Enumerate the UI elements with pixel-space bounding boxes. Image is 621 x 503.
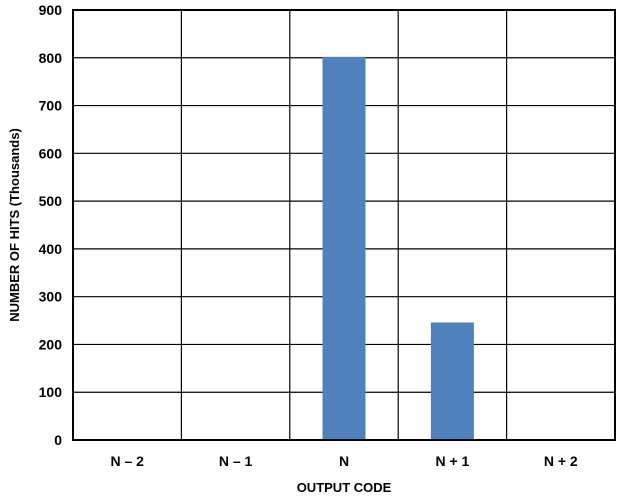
plot-area-frame [72, 9, 616, 441]
x-tick-labels: N – 2 N – 1 N N + 1 N + 2 [110, 453, 577, 469]
y-tick-label: 100 [39, 384, 63, 400]
y-tick-label: 300 [39, 289, 63, 305]
bars [322, 56, 474, 440]
x-tick-label: N [339, 453, 349, 469]
y-tick-label: 500 [39, 193, 63, 209]
x-tick-label: N + 2 [544, 453, 578, 469]
y-tick-label: 400 [39, 241, 63, 257]
y-tick-label: 200 [39, 336, 63, 352]
y-tick-label: 0 [54, 432, 62, 448]
y-axis-label: NUMBER OF HITS (Thousands) [7, 128, 22, 322]
y-tick-label: 700 [39, 98, 63, 114]
y-tick-label: 600 [39, 145, 63, 161]
x-tick-label: N – 2 [110, 453, 144, 469]
y-tick-labels: 0 100 200 300 400 500 600 700 800 900 [39, 2, 63, 448]
y-tick-label: 900 [39, 2, 63, 18]
bar-n-1 [430, 322, 474, 440]
x-axis-label: OUTPUT CODE [297, 480, 392, 495]
bar-n [322, 56, 366, 440]
x-tick-label: N – 1 [219, 453, 253, 469]
y-tick-label: 800 [39, 50, 63, 66]
x-tick-label: N + 1 [435, 453, 469, 469]
